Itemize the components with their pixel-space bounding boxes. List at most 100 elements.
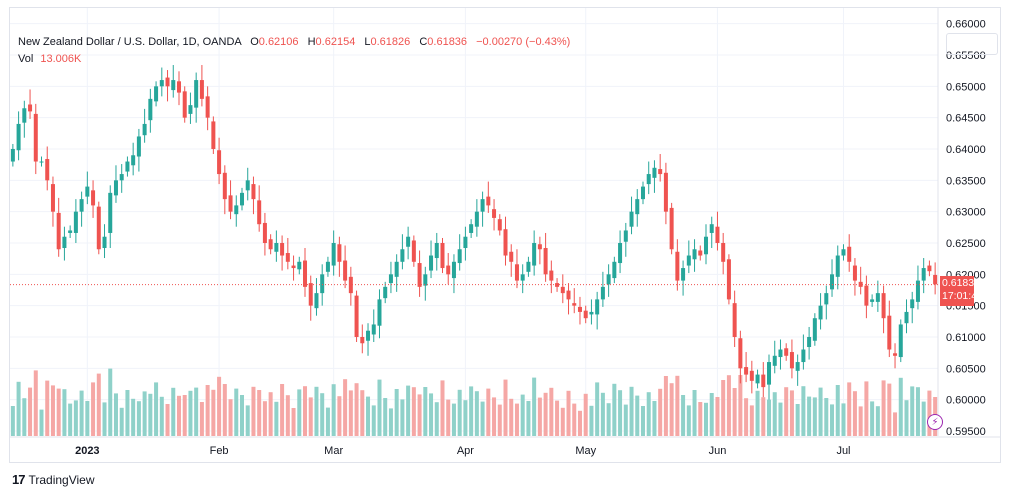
candle-body xyxy=(108,192,113,233)
volume-bar xyxy=(383,398,388,436)
candle-body xyxy=(778,349,783,358)
volume-bar xyxy=(280,384,285,436)
volume-bar xyxy=(640,406,645,436)
volume-bar xyxy=(606,403,611,436)
candle-body xyxy=(893,353,898,356)
time-axis[interactable]: 2023 Feb Mar Apr May Jun Jul xyxy=(75,445,850,457)
volume-bar xyxy=(589,405,594,436)
candle-body xyxy=(761,374,766,388)
volume-bar xyxy=(331,384,336,436)
volume-bar xyxy=(830,404,835,436)
volume-bar xyxy=(182,395,187,436)
candle-body xyxy=(417,263,422,287)
volume-bar xyxy=(549,387,554,436)
candles xyxy=(10,65,938,400)
volume-bar xyxy=(784,387,789,436)
candle-body xyxy=(434,242,439,259)
candle-body xyxy=(371,324,376,335)
candle-body xyxy=(171,80,176,91)
candle-body xyxy=(738,338,743,369)
volume-bar xyxy=(915,387,920,436)
candle-body xyxy=(131,155,136,166)
volume-bar xyxy=(366,396,371,436)
volume-bar xyxy=(400,399,405,436)
candle-body xyxy=(366,330,371,341)
candle-body xyxy=(572,303,577,306)
symbol-title[interactable]: New Zealand Dollar / U.S. Dollar, 1D, OA… xyxy=(18,36,242,48)
candle-body xyxy=(285,253,290,262)
candle-body xyxy=(159,80,164,87)
candle-body xyxy=(320,274,325,294)
volume-bar xyxy=(761,397,766,436)
chart-frame xyxy=(9,7,1001,463)
candle-body xyxy=(257,200,262,225)
candle-body xyxy=(618,242,623,264)
candle-body xyxy=(807,336,812,348)
volume-bar xyxy=(812,397,817,436)
volume-bar xyxy=(612,383,617,436)
volume-bar xyxy=(904,400,909,436)
candle-body xyxy=(784,348,789,356)
time-tick-label: Mar xyxy=(324,445,343,457)
price-tick-label: 0.60000 xyxy=(946,395,986,407)
candle-body xyxy=(211,121,216,149)
volume-bar xyxy=(56,388,61,436)
candle-body xyxy=(509,251,514,262)
candle-body xyxy=(297,261,302,270)
candle-body xyxy=(194,80,199,108)
volume-bar xyxy=(870,401,875,436)
volume-bar xyxy=(343,379,348,436)
volume-bar xyxy=(675,375,680,436)
volume-bar xyxy=(33,370,38,436)
candle-body xyxy=(801,349,806,363)
candle-body xyxy=(79,199,84,212)
candle-body xyxy=(73,211,78,233)
candle-body xyxy=(217,150,222,175)
candle-body xyxy=(726,259,731,300)
volume-bar xyxy=(388,408,393,436)
price-axis[interactable]: 0.66000 0.65500 0.65000 0.64500 0.64000 0.635… xyxy=(946,19,986,438)
candle-body xyxy=(239,192,245,206)
volume-bar xyxy=(417,394,422,436)
candle-body xyxy=(480,199,485,212)
volume-bar xyxy=(16,381,21,436)
lightning-icon[interactable]: ⚡ xyxy=(927,414,943,430)
volume-bar xyxy=(503,379,508,436)
candle-body xyxy=(165,77,170,87)
volume-bar xyxy=(125,390,130,436)
volume-bar xyxy=(715,397,720,436)
candle-body xyxy=(119,174,124,181)
volume-bar xyxy=(45,380,50,436)
candle-body xyxy=(142,123,147,136)
candle-body xyxy=(205,96,210,118)
volume-bar xyxy=(893,412,898,436)
volume-key[interactable]: Vol xyxy=(18,53,34,65)
volume-bar xyxy=(686,405,691,436)
volume-bar xyxy=(50,385,55,436)
volume-bar xyxy=(652,401,657,436)
candle-body xyxy=(635,199,640,215)
candle-body xyxy=(543,248,548,275)
time-tick-label: May xyxy=(575,445,596,457)
candle-body xyxy=(423,274,428,286)
volume-bars xyxy=(10,368,938,436)
candle-body xyxy=(721,242,726,262)
volume-bar xyxy=(841,403,846,436)
scale-control[interactable] xyxy=(946,33,998,55)
candle-body xyxy=(50,184,55,212)
volume-bar xyxy=(818,387,823,436)
volume-bar xyxy=(234,388,239,436)
tradingview-logo-icon: 17 xyxy=(12,472,26,487)
tradingview-brand[interactable]: 17 TradingView xyxy=(12,472,95,487)
volume-bar xyxy=(629,386,634,436)
grid-lines xyxy=(10,8,1000,438)
volume-bar xyxy=(188,390,193,436)
candle-body xyxy=(686,255,691,266)
volume-bar xyxy=(79,390,84,436)
candle-body xyxy=(789,352,794,369)
candle-body xyxy=(251,184,256,200)
candle-body xyxy=(486,196,491,206)
candle-body xyxy=(176,81,181,93)
close-key: C xyxy=(419,36,428,48)
